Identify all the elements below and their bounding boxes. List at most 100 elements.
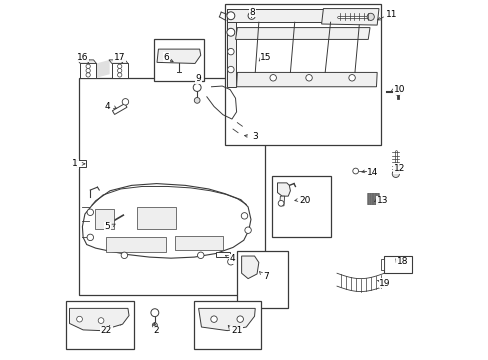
Bar (377, 193, 378, 204)
Polygon shape (198, 309, 255, 330)
Text: 22: 22 (101, 326, 112, 335)
Bar (236, 251, 287, 309)
Polygon shape (157, 49, 201, 63)
Polygon shape (277, 183, 290, 196)
Text: 3: 3 (252, 132, 258, 141)
Polygon shape (109, 60, 128, 63)
Circle shape (152, 323, 157, 328)
Bar (380, 259, 384, 270)
Bar (372, 193, 373, 204)
Polygon shape (174, 235, 223, 250)
Polygon shape (69, 309, 129, 330)
Polygon shape (241, 256, 258, 279)
Bar (224, 4, 381, 145)
Circle shape (227, 258, 234, 265)
Polygon shape (82, 184, 250, 258)
Circle shape (77, 316, 82, 322)
Bar (376, 193, 377, 204)
Text: 13: 13 (376, 196, 387, 205)
Circle shape (210, 316, 217, 322)
Circle shape (86, 73, 90, 77)
Bar (371, 193, 372, 204)
Circle shape (348, 75, 355, 81)
Text: 16: 16 (77, 53, 89, 62)
Circle shape (117, 64, 122, 68)
Text: 6: 6 (163, 53, 169, 62)
Text: 2: 2 (154, 326, 159, 335)
Circle shape (237, 316, 243, 322)
Circle shape (227, 66, 234, 73)
Circle shape (98, 318, 104, 323)
Bar (375, 193, 376, 204)
Text: 1: 1 (72, 159, 78, 168)
Bar (66, 301, 134, 349)
Bar (154, 40, 204, 81)
Text: 21: 21 (230, 326, 242, 335)
Circle shape (227, 13, 234, 19)
Bar (272, 176, 330, 237)
Circle shape (226, 12, 234, 20)
Circle shape (269, 75, 276, 81)
Circle shape (197, 252, 203, 258)
Text: 19: 19 (379, 279, 390, 288)
Text: 20: 20 (299, 196, 310, 205)
Polygon shape (106, 237, 165, 252)
Polygon shape (96, 60, 109, 78)
Circle shape (87, 209, 93, 216)
Circle shape (227, 29, 234, 36)
Circle shape (247, 12, 255, 19)
Circle shape (244, 227, 251, 233)
Circle shape (227, 48, 234, 55)
Bar (112, 63, 128, 78)
Polygon shape (215, 252, 230, 257)
Text: 11: 11 (385, 10, 396, 19)
Circle shape (394, 89, 400, 95)
Circle shape (194, 98, 200, 103)
Circle shape (87, 234, 93, 240)
Polygon shape (227, 9, 333, 22)
Circle shape (278, 201, 284, 206)
Circle shape (121, 252, 127, 258)
Bar (369, 193, 370, 204)
Bar (374, 193, 375, 204)
Bar (373, 193, 374, 204)
Circle shape (86, 68, 90, 73)
Polygon shape (321, 9, 378, 25)
Circle shape (117, 73, 122, 77)
Polygon shape (227, 9, 235, 87)
Text: 18: 18 (396, 257, 407, 266)
Circle shape (366, 13, 373, 21)
Polygon shape (235, 28, 369, 40)
Polygon shape (112, 104, 127, 114)
Text: 12: 12 (393, 164, 404, 173)
Bar (80, 63, 96, 78)
Text: 8: 8 (249, 8, 255, 17)
Bar (194, 301, 260, 349)
Bar (76, 160, 86, 167)
Bar (368, 193, 369, 204)
Circle shape (193, 84, 201, 91)
Text: 4: 4 (229, 255, 234, 264)
Circle shape (391, 170, 399, 177)
Text: 4: 4 (104, 102, 110, 111)
Text: 14: 14 (366, 168, 378, 177)
Text: 15: 15 (260, 53, 271, 62)
Text: 10: 10 (393, 85, 405, 94)
Text: 17: 17 (114, 53, 125, 62)
Bar (366, 193, 367, 204)
Bar (367, 193, 368, 204)
Polygon shape (94, 209, 113, 229)
Text: 9: 9 (195, 75, 201, 84)
Circle shape (352, 168, 358, 174)
Circle shape (86, 64, 90, 68)
Bar (383, 256, 411, 273)
Text: 7: 7 (263, 271, 268, 280)
Circle shape (305, 75, 312, 81)
Circle shape (151, 309, 159, 317)
Polygon shape (279, 196, 284, 206)
Circle shape (122, 99, 128, 105)
Circle shape (226, 28, 234, 36)
Text: 5: 5 (104, 222, 110, 231)
Bar (79, 78, 265, 295)
Polygon shape (77, 60, 96, 63)
